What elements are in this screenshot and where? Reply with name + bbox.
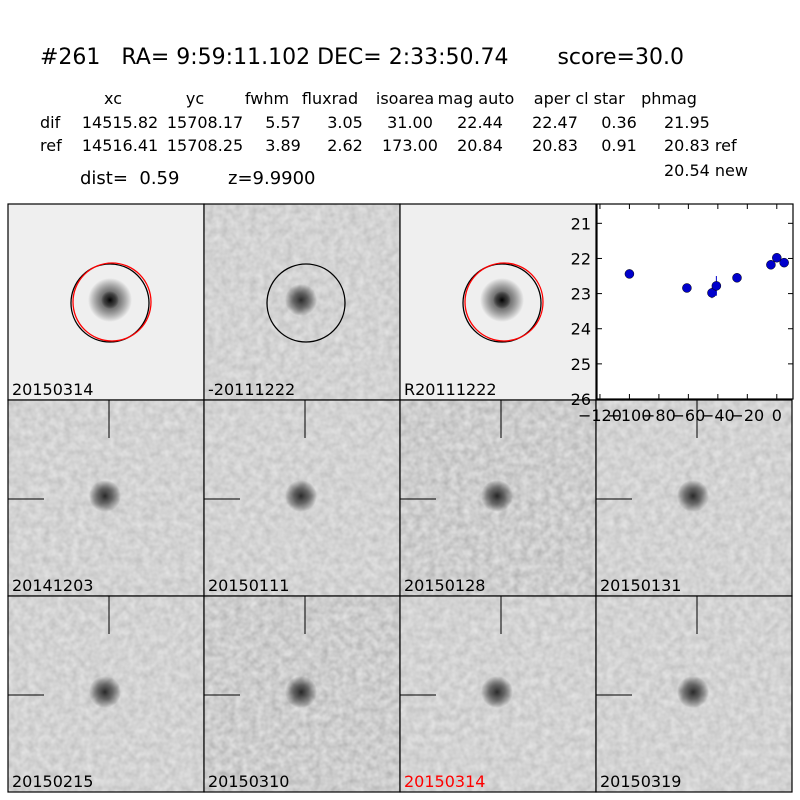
stamp: [204, 204, 400, 400]
table-cell: 21.95: [664, 113, 710, 132]
stamp-label: -20111222: [208, 380, 295, 399]
stamp-label: 20150314: [404, 772, 485, 791]
column-header: phmag: [641, 89, 697, 108]
source: [285, 676, 317, 708]
column-header: yc: [186, 89, 204, 108]
stamp-label: 20141203: [12, 576, 93, 595]
table-cell: 0.36: [601, 113, 637, 132]
table-extra: 20.54 new: [664, 161, 748, 180]
column-header: cl star: [575, 89, 625, 108]
table-cell: 3.05: [327, 113, 363, 132]
row-label: ref: [40, 136, 62, 155]
aperture-circle: [462, 263, 542, 343]
table-cell: 20.83 ref: [664, 136, 737, 155]
table-cell: 20.84: [457, 136, 503, 155]
stamp-label: 20150314: [12, 380, 93, 399]
dist: dist= 0.59: [80, 168, 179, 189]
source-core: [493, 291, 511, 309]
x-tick-label: −60: [671, 406, 705, 425]
stamp-label: 20150128: [404, 576, 485, 595]
stamp-frame: [595, 595, 793, 793]
table-cell: 3.89: [265, 136, 301, 155]
x-tick-label: −40: [701, 406, 735, 425]
source-core: [101, 291, 119, 309]
stamp: [204, 596, 400, 792]
y-tick-label: 25: [571, 355, 591, 374]
stamp-label: 20150310: [208, 772, 289, 791]
source: [481, 676, 513, 708]
redshift: z=9.9900: [228, 168, 316, 189]
column-header: xc: [104, 89, 122, 108]
stamp: [204, 400, 400, 596]
y-tick-label: 26: [571, 390, 591, 409]
stamp: [596, 596, 792, 792]
data-point: [772, 253, 782, 263]
stamp-label: R20111222: [404, 380, 497, 399]
column-header: fwhm: [245, 89, 289, 108]
table-cell: 31.00: [387, 113, 433, 132]
table-cell: 2.62: [327, 136, 363, 155]
data-point: [766, 260, 776, 270]
row-label: dif: [40, 113, 61, 132]
y-tick-label: 21: [571, 214, 591, 233]
stamp: [596, 400, 792, 596]
aperture-circle: [266, 263, 346, 343]
data-point: [711, 281, 722, 291]
stamp-label: 20150131: [600, 576, 681, 595]
table-cell: 15708.17: [167, 113, 243, 132]
table-cell: 14516.41: [82, 136, 158, 155]
stamp: [8, 400, 204, 596]
table-cell: 22.44: [457, 113, 503, 132]
source: [285, 284, 317, 316]
stamp: [400, 400, 596, 596]
x-tick-label: −120: [578, 406, 622, 425]
source: [481, 480, 513, 512]
x-tick-label: −100: [607, 406, 651, 425]
x-tick-label: −20: [730, 406, 764, 425]
y-tick-label: 23: [571, 285, 591, 304]
table-cell: 5.57: [265, 113, 301, 132]
stamp: [8, 596, 204, 792]
stamp: [400, 596, 596, 792]
source: [677, 676, 709, 708]
x-tick-label: 0: [772, 406, 782, 425]
source: [285, 480, 317, 512]
table-cell: 14515.82: [82, 113, 158, 132]
stamp-label: 20150111: [208, 576, 289, 595]
data-point: [682, 283, 692, 293]
table-cell: 20.83: [532, 136, 578, 155]
column-header: isoarea: [376, 89, 434, 108]
table-cell: 173.00: [382, 136, 438, 155]
aperture-circle: [464, 262, 544, 342]
x-tick-label: −80: [642, 406, 676, 425]
aperture-circle: [70, 263, 150, 343]
stamp-label: 20150215: [12, 772, 93, 791]
y-tick-label: 24: [571, 320, 591, 339]
table-cell: 0.91: [601, 136, 637, 155]
stamp: [400, 204, 596, 400]
data-point: [624, 269, 635, 279]
aperture-circle: [72, 262, 152, 342]
column-header: fluxrad: [302, 89, 358, 108]
column-header: aper: [534, 89, 571, 108]
source: [89, 480, 121, 512]
table-cell: 22.47: [532, 113, 578, 132]
y-tick-label: 22: [571, 249, 591, 268]
stamp-label: 20150319: [600, 772, 681, 791]
table-cell: 15708.25: [167, 136, 243, 155]
plot-area: [596, 203, 794, 400]
column-header: mag auto: [438, 89, 515, 108]
source: [89, 676, 121, 708]
data-point: [732, 273, 742, 283]
source: [677, 480, 709, 512]
stamp: [8, 204, 204, 400]
data-point: [779, 257, 789, 268]
header-title: #261 RA= 9:59:11.102 DEC= 2:33:50.74 sco…: [40, 45, 684, 70]
